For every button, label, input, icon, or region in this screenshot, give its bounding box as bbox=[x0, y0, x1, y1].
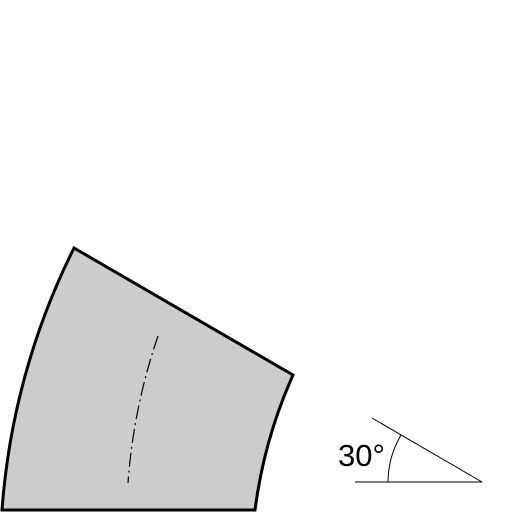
bend-segment bbox=[0, 245, 295, 512]
centerline bbox=[127, 335, 159, 484]
angle-indicator: 30° bbox=[338, 417, 483, 483]
angle-inclined-line bbox=[371, 417, 483, 483]
angle-label: 30° bbox=[338, 438, 385, 473]
angle-arc bbox=[387, 434, 402, 483]
